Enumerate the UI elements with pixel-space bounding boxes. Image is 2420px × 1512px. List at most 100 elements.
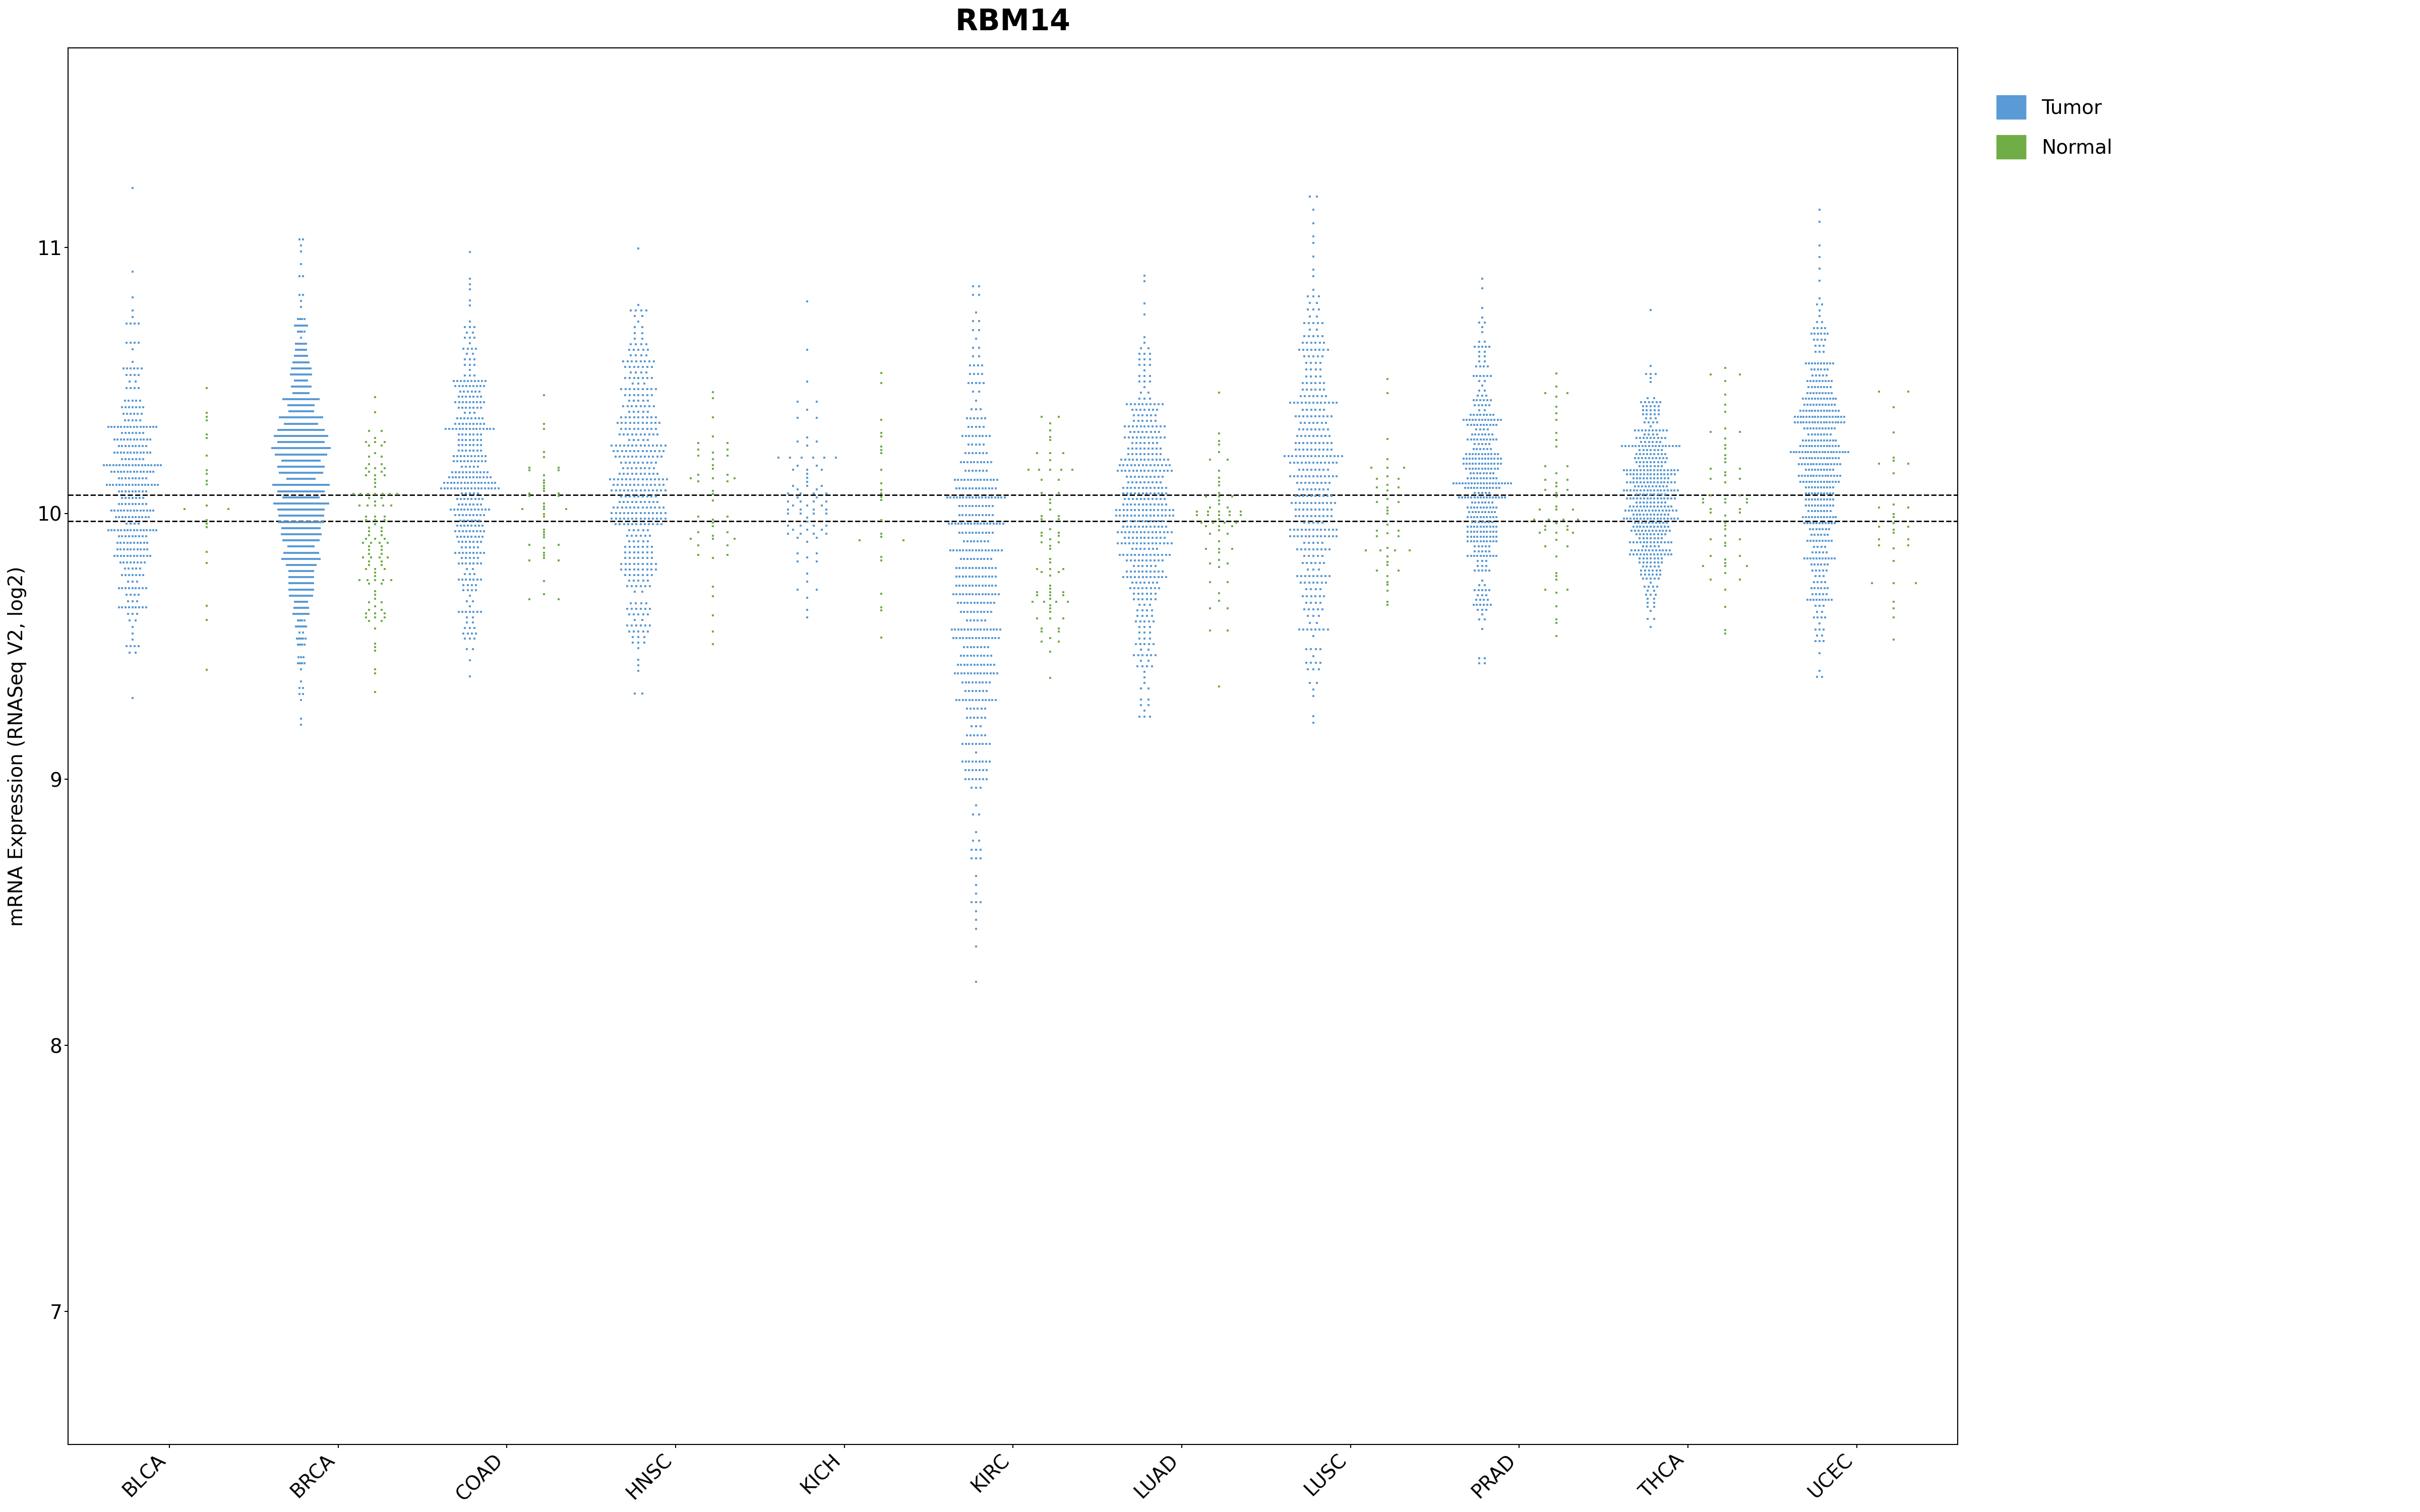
Point	[460, 514, 499, 538]
Point	[365, 526, 404, 550]
Point	[1457, 442, 1496, 466]
Point	[1800, 540, 1839, 564]
Point	[779, 549, 818, 573]
Point	[123, 485, 162, 510]
Point	[1118, 414, 1157, 438]
Point	[1653, 434, 1692, 458]
Point	[639, 461, 678, 485]
Point	[1796, 446, 1834, 470]
Point	[186, 443, 225, 467]
Point	[547, 497, 586, 522]
Point	[622, 304, 661, 328]
Point	[1123, 404, 1162, 428]
Point	[1629, 451, 1667, 475]
Point	[286, 417, 324, 442]
Point	[1145, 526, 1183, 550]
Point	[276, 435, 315, 460]
Point	[448, 432, 486, 457]
Point	[1447, 442, 1486, 466]
Point	[1815, 464, 1854, 488]
Point	[1108, 470, 1147, 494]
Point	[961, 564, 999, 588]
Point	[603, 417, 641, 442]
Point	[106, 420, 145, 445]
Point	[1128, 381, 1166, 405]
Point	[445, 508, 484, 532]
Point	[774, 473, 813, 497]
Point	[1031, 665, 1070, 689]
Point	[293, 417, 332, 442]
Point	[1462, 428, 1500, 452]
Point	[436, 417, 474, 442]
Point	[1285, 537, 1324, 561]
Point	[286, 596, 324, 620]
Point	[1638, 562, 1677, 587]
Point	[457, 417, 496, 442]
Point	[1273, 491, 1312, 516]
Point	[450, 600, 489, 624]
Point	[615, 562, 653, 587]
Point	[271, 547, 310, 572]
Point	[1454, 496, 1493, 520]
Point	[286, 516, 324, 540]
Point	[1307, 537, 1346, 561]
Point	[281, 473, 319, 497]
Point	[448, 337, 486, 361]
Point	[1467, 514, 1505, 538]
Point	[641, 507, 680, 531]
Point	[278, 369, 317, 393]
Point	[426, 470, 465, 494]
Point	[1629, 454, 1667, 478]
Point	[106, 473, 145, 497]
Point	[300, 405, 339, 429]
Point	[770, 514, 808, 538]
Point	[288, 497, 327, 522]
Point	[276, 510, 315, 534]
Point	[440, 432, 479, 457]
Point	[443, 519, 482, 543]
Point	[1798, 416, 1837, 440]
Point	[300, 455, 339, 479]
Point	[102, 485, 140, 510]
Point	[1786, 493, 1825, 517]
Point	[1621, 494, 1660, 519]
Point	[111, 363, 150, 387]
Point	[109, 562, 148, 587]
Point	[862, 434, 900, 458]
Point	[1621, 438, 1660, 463]
Point	[373, 569, 411, 593]
Point	[1440, 485, 1479, 510]
Point	[363, 590, 402, 614]
Point	[1634, 538, 1672, 562]
Point	[1292, 637, 1331, 661]
Point	[126, 525, 165, 549]
Point	[1297, 384, 1336, 408]
Point	[1624, 458, 1663, 482]
Point	[1796, 410, 1834, 434]
Point	[949, 723, 987, 747]
Point	[1307, 517, 1346, 541]
Point	[789, 570, 828, 594]
Point	[1358, 490, 1396, 514]
Point	[1692, 528, 1730, 552]
Point	[1019, 606, 1058, 631]
Point	[259, 435, 298, 460]
Point	[1128, 638, 1166, 662]
Point	[351, 419, 390, 443]
Point	[941, 476, 980, 500]
Point	[605, 366, 644, 390]
Point	[1650, 499, 1689, 523]
Point	[126, 479, 165, 503]
Point	[1290, 390, 1329, 414]
Point	[1721, 544, 1759, 569]
Point	[104, 357, 143, 381]
Point	[1476, 485, 1515, 510]
Point	[1467, 461, 1505, 485]
Point	[1462, 437, 1500, 461]
Point	[462, 422, 501, 446]
Point	[126, 454, 165, 478]
Point	[1776, 405, 1815, 429]
Point	[109, 395, 148, 419]
Point	[1621, 511, 1660, 535]
Point	[455, 455, 494, 479]
